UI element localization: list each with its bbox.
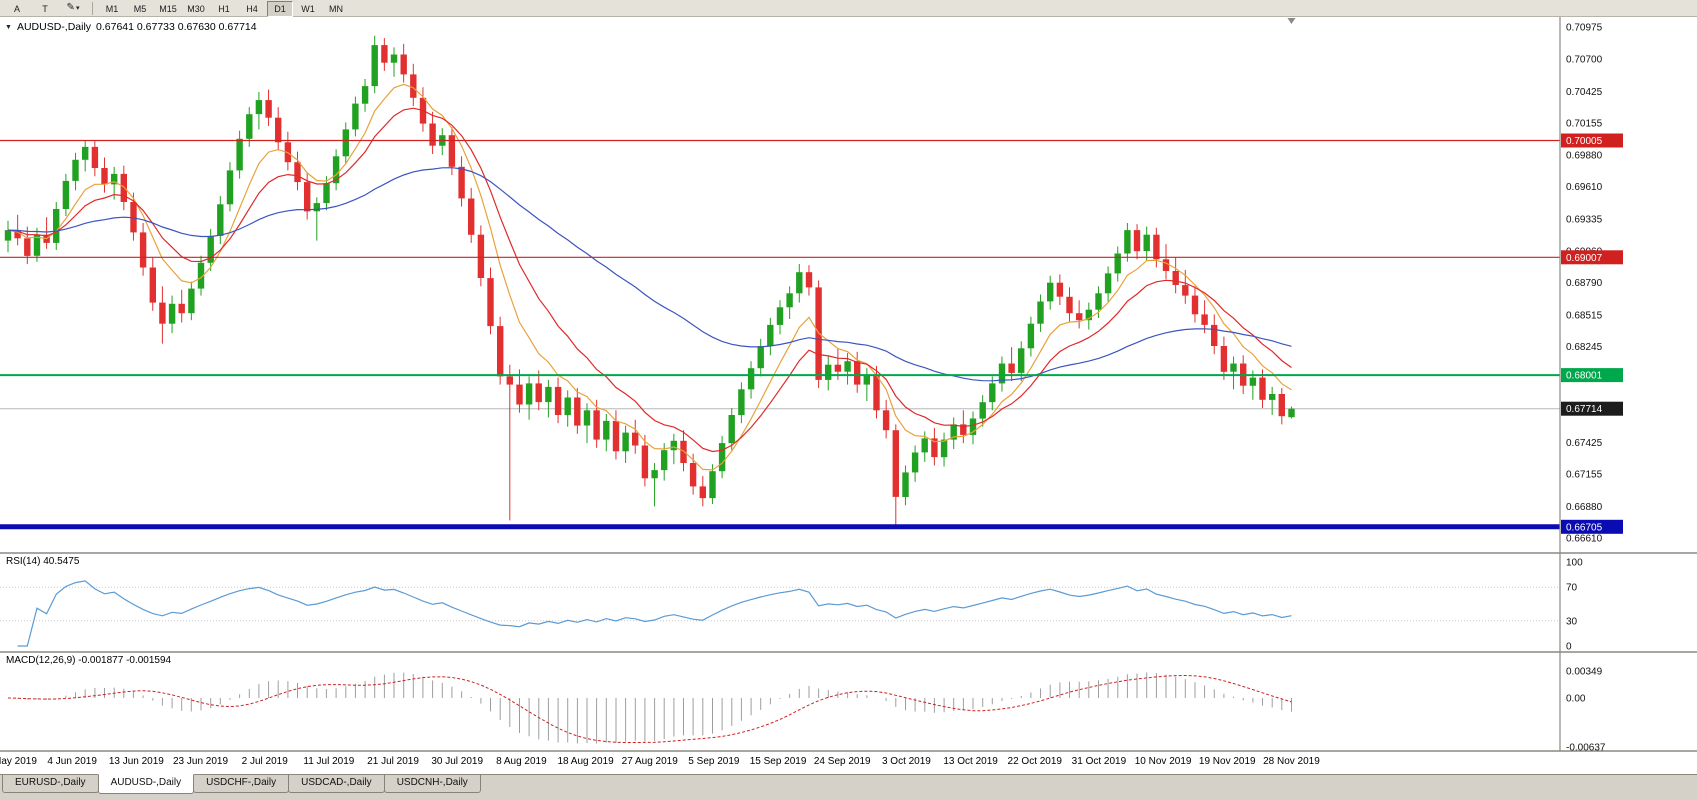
price-tag (1561, 368, 1623, 383)
date-label: 5 Sep 2019 (688, 756, 740, 767)
price-axis[interactable]: 0.70975 0.70700 0.70425 0.70155 0.69880 0.696… (1559, 17, 1623, 754)
date-label: 27 Aug 2019 (621, 756, 678, 767)
pen-tool-icon: ✎ (66, 2, 75, 13)
price-label: 0.70155 (1566, 118, 1603, 129)
symbol-tab-eurusd[interactable]: EURUSD-,Daily (2, 774, 99, 793)
price-tag (1561, 133, 1623, 148)
timeframe-button-m1[interactable]: M1 (105, 4, 119, 14)
date-label: 4 Jun 2019 (47, 756, 97, 767)
macd-axis-label: 0.00 (1566, 694, 1586, 705)
price-tag-label: 0.66705 (1566, 522, 1603, 533)
macd-signal-line (7, 674, 1292, 743)
collapse-icon[interactable]: ▼ (5, 24, 12, 31)
date-label: 31 Oct 2019 (1071, 756, 1127, 767)
date-label: 11 Jul 2019 (303, 756, 355, 767)
price-label: 0.67425 (1566, 438, 1603, 449)
price-tag (1561, 519, 1623, 534)
rsi-axis-label: 0 (1566, 642, 1572, 653)
time-axis[interactable]: 26 May 2019 4 Jun 2019 13 Jun 2019 23 Jun 2… (0, 753, 1560, 773)
date-label: 21 Jul 2019 (367, 756, 419, 767)
timeframe-button-m15[interactable]: M15 (159, 4, 177, 14)
symbol-tab-usdchf[interactable]: USDCHF-,Daily (193, 774, 290, 793)
rsi-axis-label: 70 (1566, 583, 1578, 594)
price-label: 0.69880 (1566, 151, 1603, 162)
price-tag-label: 0.70005 (1566, 136, 1603, 147)
rsi-label: RSI(14) 40.5475 (6, 556, 80, 567)
timeframe-button-d1[interactable]: D1 (267, 1, 293, 17)
price-tag-label: 0.68001 (1566, 371, 1603, 382)
price-tag (1561, 250, 1623, 265)
timeframe-toolbar: M1 M5 M15 M30 H1 H4 D1 W1 MN (98, 0, 350, 17)
price-label: 0.70975 (1566, 23, 1603, 34)
symbol-tab-audusd[interactable]: AUDUSD-,Daily (97, 774, 195, 794)
chart-ohlc-values: 0.67641 0.67733 0.67630 0.67714 (96, 21, 257, 33)
price-label: 0.68515 (1566, 310, 1603, 321)
rsi-panel (0, 580, 1560, 647)
timeframe-button-w1[interactable]: W1 (301, 4, 315, 14)
toolbar-button-t[interactable]: T (42, 4, 48, 14)
date-label: 13 Jun 2019 (108, 756, 164, 767)
rsi-axis-label: 30 (1566, 616, 1578, 627)
date-label: 3 Oct 2019 (881, 756, 931, 767)
price-label: 0.70700 (1566, 55, 1603, 66)
date-label: 22 Oct 2019 (1007, 756, 1062, 767)
date-label: 15 Sep 2019 (749, 756, 807, 767)
date-label: 24 Sep 2019 (813, 756, 871, 767)
price-tag (1561, 401, 1623, 416)
rsi-line (17, 580, 1292, 647)
symbol-tab-usdcnh[interactable]: USDCNH-,Daily (383, 774, 481, 793)
price-label: 0.69335 (1566, 214, 1603, 225)
date-label: 2 Jul 2019 (241, 756, 288, 767)
timeframe-button-m30[interactable]: M30 (187, 4, 205, 14)
date-label: 30 Jul 2019 (431, 756, 484, 767)
price-label: 0.70425 (1566, 87, 1603, 98)
date-label: 13 Oct 2019 (943, 756, 998, 767)
macd-axis-label: 0.00349 (1566, 667, 1603, 678)
price-tag-label: 0.67714 (1566, 404, 1603, 415)
pen-tool-button[interactable]: ✎ ▾ (60, 0, 86, 16)
dropdown-arrow-icon: ▾ (75, 5, 80, 12)
price-label: 0.68245 (1566, 342, 1603, 353)
timeframe-button-h4[interactable]: H4 (246, 4, 258, 14)
rsi-axis-label: 100 (1566, 558, 1583, 569)
date-label: 28 Nov 2019 (1263, 756, 1320, 767)
price-label: 0.68790 (1566, 278, 1603, 289)
macd-label: MACD(12,26,9) -0.001877 -0.001594 (6, 655, 172, 666)
candles (4, 35, 1295, 527)
price-tag-label: 0.69007 (1566, 253, 1603, 264)
macd-panel (7, 672, 1292, 744)
price-label: 0.66880 (1566, 502, 1603, 513)
price-label: 0.67155 (1566, 470, 1603, 481)
price-label: 0.66610 (1566, 534, 1603, 545)
toolbar-separator (92, 1, 93, 15)
date-label: 18 Aug 2019 (557, 756, 614, 767)
toolbar-button-a[interactable]: A (13, 4, 20, 14)
ma-13-line (7, 107, 1292, 453)
price-label: 0.69610 (1566, 182, 1603, 193)
macd-axis-label: -0.00637 (1566, 743, 1606, 754)
chart-canvas[interactable]: 0.70975 0.70700 0.70425 0.70155 0.69880 0.696… (0, 0, 1697, 774)
timeframe-button-h1[interactable]: H1 (218, 4, 230, 14)
symbol-tab-usdcad[interactable]: USDCAD-,Daily (288, 774, 385, 793)
date-label: 19 Nov 2019 (1198, 756, 1256, 767)
timeframe-button-mn[interactable]: MN (329, 4, 343, 14)
timeframe-button-m5[interactable]: M5 (133, 4, 147, 14)
date-label: 26 May 2019 (0, 756, 37, 767)
date-label: 8 Aug 2019 (496, 756, 547, 767)
chart-symbol-period: AUDUSD-,Daily (16, 21, 92, 33)
chart-title: ▼ AUDUSD-,Daily 0.67641 0.67733 0.67630 0.… (5, 21, 257, 33)
chart-shift-marker-icon (1287, 18, 1296, 24)
ma-50-line (7, 167, 1292, 382)
date-label: 23 Jun 2019 (172, 756, 229, 767)
date-label: 10 Nov 2019 (1134, 756, 1192, 767)
chart-tabs: EURUSD-,Daily AUDUSD-,Daily USDCHF-,Daily U… (0, 774, 1697, 800)
